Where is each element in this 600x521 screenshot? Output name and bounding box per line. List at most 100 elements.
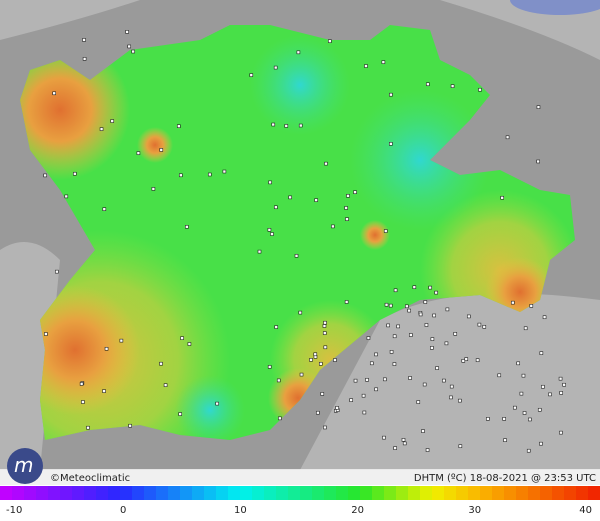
scale-cell xyxy=(72,486,85,500)
station xyxy=(458,398,462,403)
scale-cell xyxy=(192,486,205,500)
station xyxy=(513,405,517,410)
scale-cell xyxy=(228,486,241,500)
station xyxy=(215,401,219,406)
scale-cell xyxy=(312,486,325,500)
station xyxy=(128,423,132,428)
station xyxy=(396,324,400,329)
station xyxy=(392,334,397,339)
station xyxy=(322,324,327,328)
station xyxy=(257,249,262,254)
scale-cell xyxy=(360,486,373,500)
scale-cell xyxy=(456,486,469,500)
station xyxy=(522,411,527,415)
scale-cell xyxy=(264,486,277,500)
station xyxy=(86,425,90,430)
logo xyxy=(7,448,43,484)
watermark: ©Meteoclimatic xyxy=(50,473,130,484)
station xyxy=(318,361,323,366)
station xyxy=(521,373,526,378)
scale-cell xyxy=(240,486,253,500)
station xyxy=(365,377,369,382)
station xyxy=(477,322,482,327)
station xyxy=(381,60,386,64)
station xyxy=(539,351,544,355)
station xyxy=(528,417,532,422)
station xyxy=(284,124,289,128)
scale-cell xyxy=(60,486,73,500)
station xyxy=(537,407,542,412)
station xyxy=(497,373,502,378)
station xyxy=(296,50,301,55)
station xyxy=(422,382,427,387)
scale-cell xyxy=(372,486,385,500)
station xyxy=(268,180,272,185)
station xyxy=(374,387,378,392)
station xyxy=(81,400,85,404)
station xyxy=(536,159,540,164)
station xyxy=(323,320,327,325)
station xyxy=(151,187,156,191)
station xyxy=(249,73,254,77)
station xyxy=(428,285,432,290)
station xyxy=(449,395,453,400)
station xyxy=(548,392,552,397)
station xyxy=(322,331,327,335)
scale-cell xyxy=(444,486,457,500)
station xyxy=(207,172,212,177)
station xyxy=(366,336,371,340)
station xyxy=(102,389,106,393)
station xyxy=(393,446,397,450)
station xyxy=(529,304,534,308)
station xyxy=(453,332,458,336)
station xyxy=(344,300,349,304)
scale-cell xyxy=(24,486,37,500)
station xyxy=(383,229,388,233)
station xyxy=(369,361,374,366)
station xyxy=(288,195,292,200)
scale-cell xyxy=(108,486,121,500)
scale-label: 20 xyxy=(351,505,364,516)
station xyxy=(450,84,455,88)
station xyxy=(345,217,349,221)
station xyxy=(64,194,69,199)
scale-cell xyxy=(384,486,397,500)
station xyxy=(187,342,192,346)
station xyxy=(392,362,397,366)
terrain-relief xyxy=(0,0,600,470)
scale-label: 40 xyxy=(579,505,592,516)
station xyxy=(52,91,56,96)
scale-cell xyxy=(48,486,61,500)
station xyxy=(541,384,545,389)
caption-bar xyxy=(0,469,600,485)
station xyxy=(475,358,480,363)
station xyxy=(401,438,406,442)
station xyxy=(388,303,393,308)
station xyxy=(430,337,435,341)
station xyxy=(323,345,328,350)
station xyxy=(222,169,227,174)
station xyxy=(270,232,274,236)
station xyxy=(104,346,109,351)
station xyxy=(163,383,168,387)
station xyxy=(177,124,181,128)
station xyxy=(486,417,490,421)
station xyxy=(323,425,327,430)
caption: DHTM (ºC) 18-08-2021 @ 23:53 UTC xyxy=(414,473,596,484)
station xyxy=(442,378,446,383)
station xyxy=(430,346,434,350)
station xyxy=(412,285,417,289)
station xyxy=(458,444,463,449)
scale-cell xyxy=(516,486,529,500)
station xyxy=(159,361,163,366)
station xyxy=(298,310,303,315)
station xyxy=(267,365,272,369)
station xyxy=(79,382,84,386)
station xyxy=(384,302,389,307)
station xyxy=(389,350,394,354)
scale-cell xyxy=(204,486,217,500)
station xyxy=(526,448,531,453)
station xyxy=(294,254,299,258)
station xyxy=(374,352,378,357)
